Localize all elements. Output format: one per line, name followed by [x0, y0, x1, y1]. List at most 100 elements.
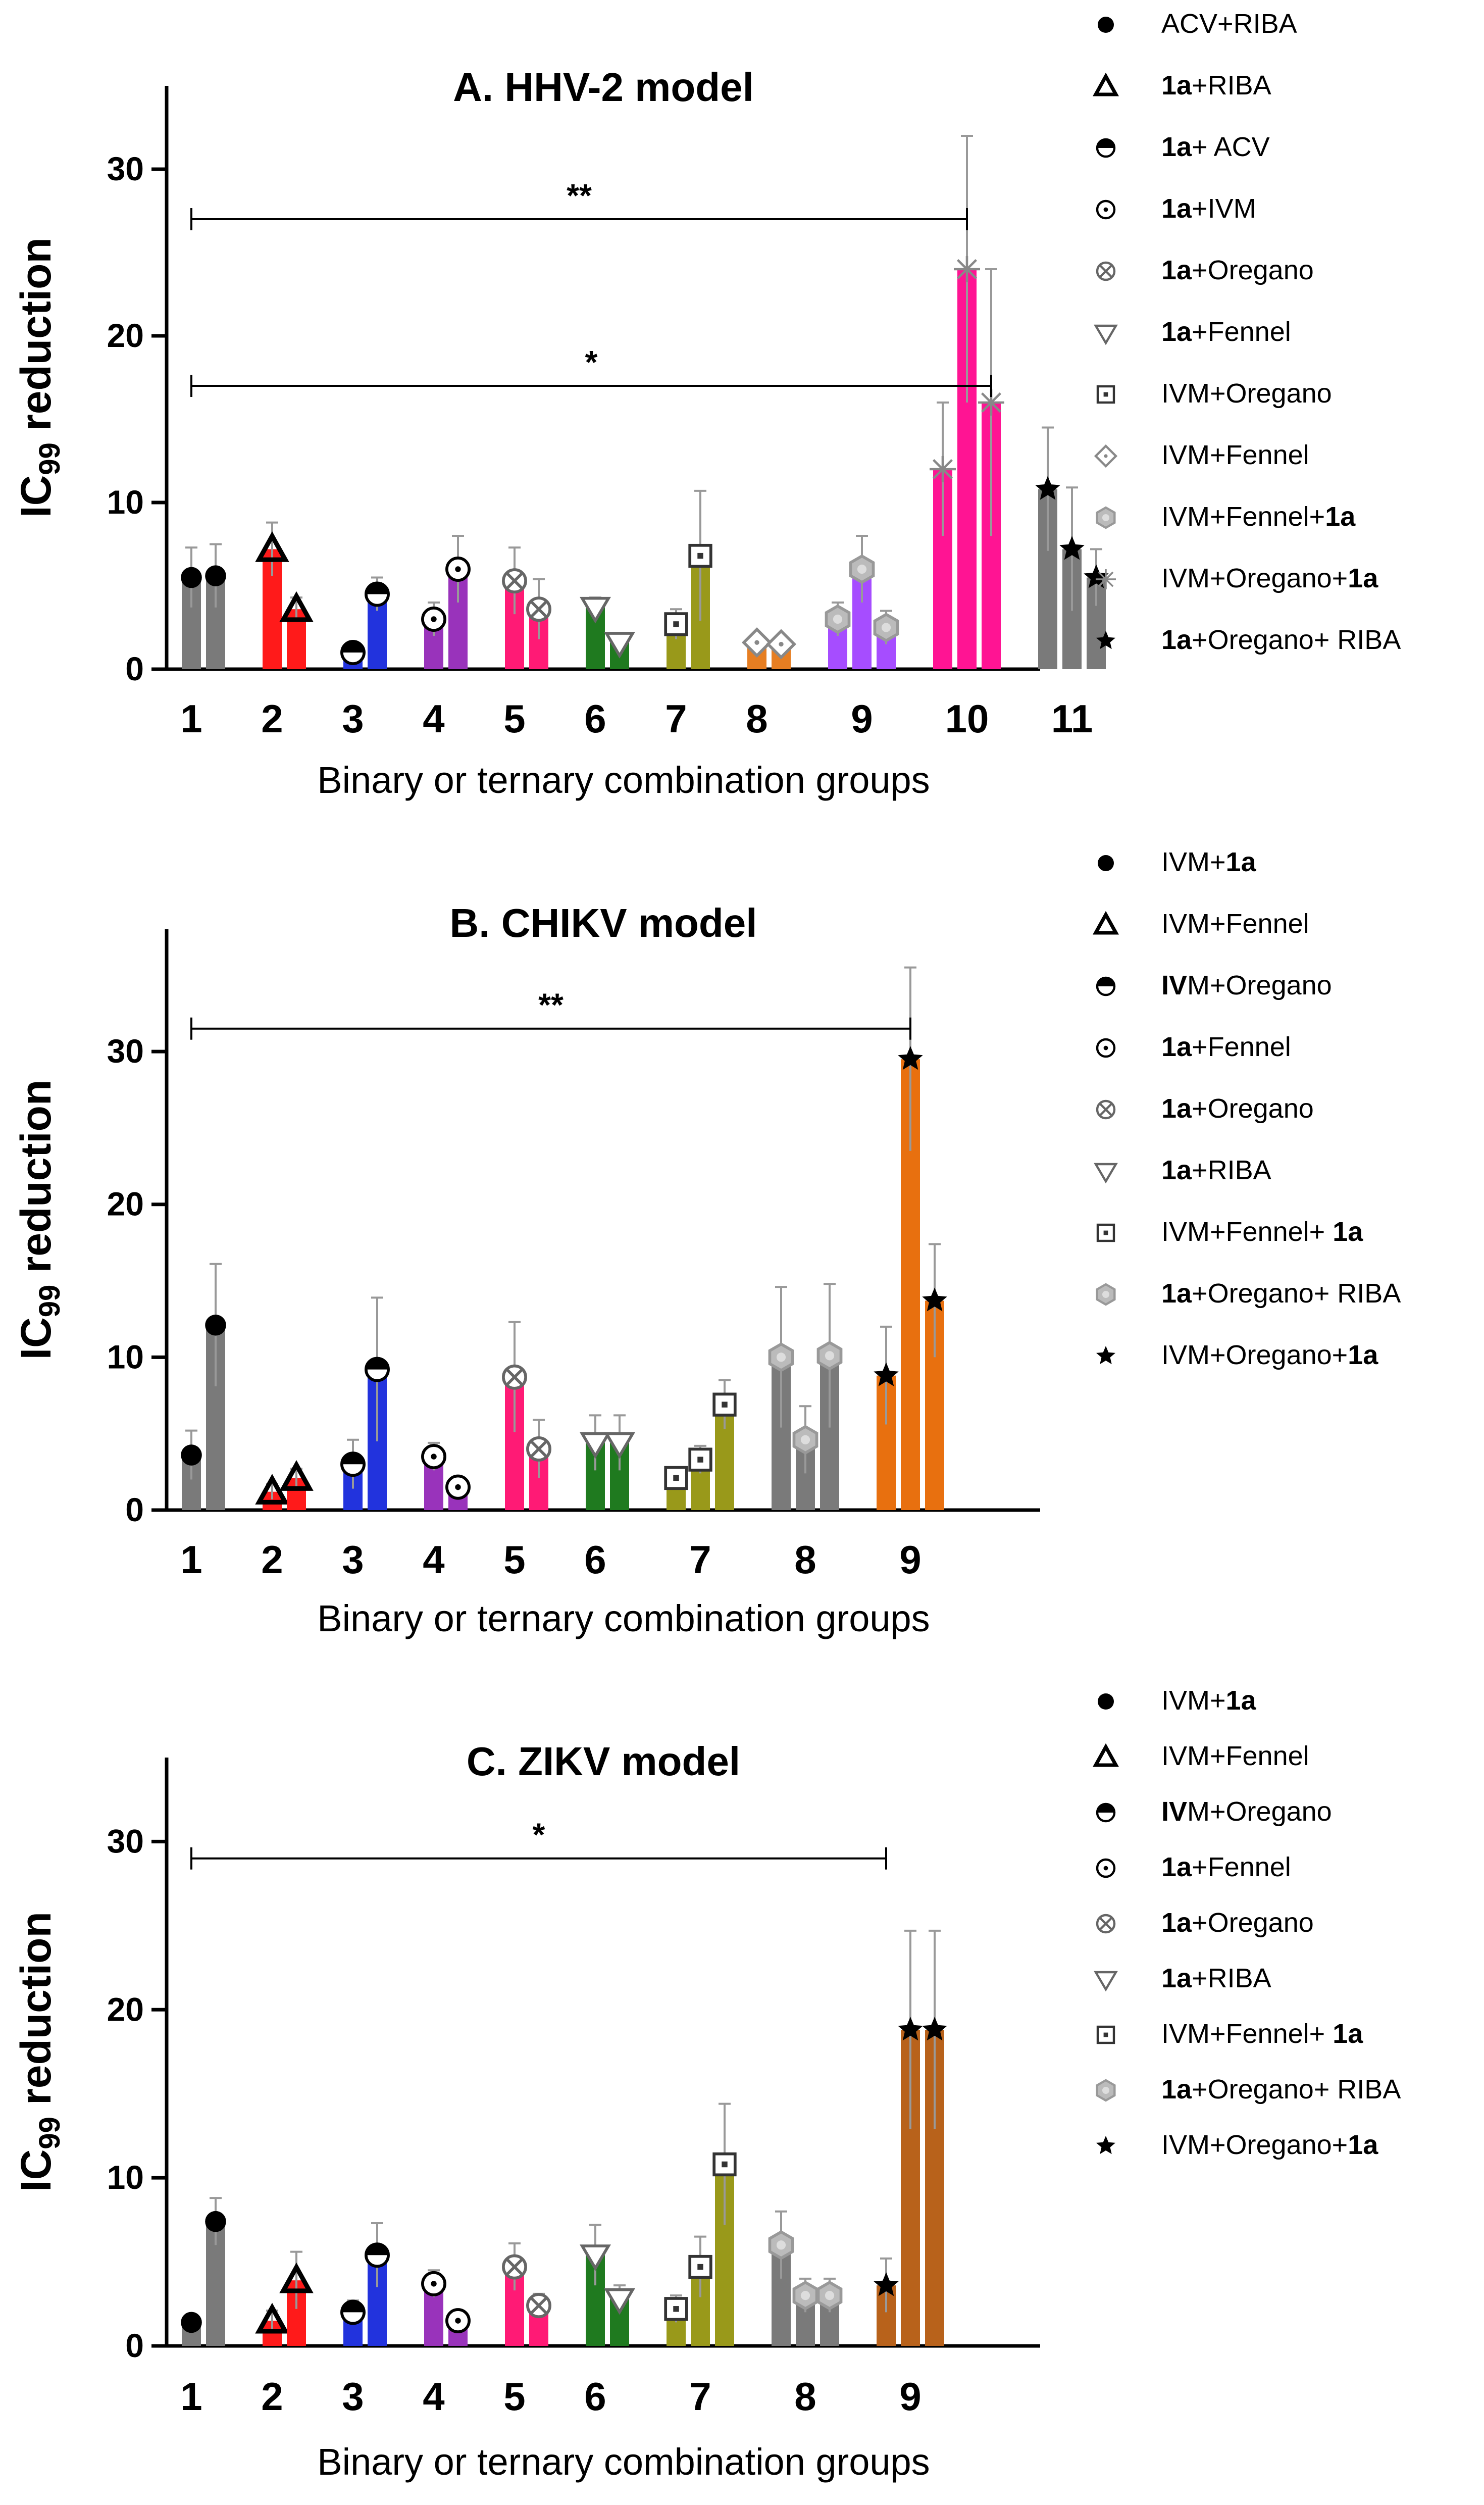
bar-group-8: [741, 627, 797, 669]
x-tick-label: 7: [689, 2374, 711, 2419]
data-point-marker: [873, 613, 899, 642]
y-tick-label: 30: [107, 1032, 144, 1070]
data-point-marker: [579, 1432, 611, 1459]
x-tick-label: 10: [945, 696, 989, 741]
bar-group-7: [664, 489, 712, 669]
legend-label: IVM+Fennel: [1161, 1741, 1309, 1771]
legend-entry: ACV+RIBA: [1098, 9, 1297, 39]
legend: IVM+1a IVM+Fennel IVM+Oregano 1a+Fennel 1a+…: [1093, 847, 1401, 1370]
legend-label: 1a+Fennel: [1161, 1032, 1291, 1062]
legend-label: IVM+Fennel: [1161, 440, 1309, 470]
data-point-marker: [340, 1451, 366, 1477]
data-point-marker: [445, 1474, 471, 1500]
data-point-marker: [502, 1364, 527, 1390]
legend-entry: 1a+Oregano+ RIBA: [1096, 625, 1401, 655]
y-axis-label: IC99 reduction: [12, 1080, 66, 1360]
legend-marker-icon: [1096, 199, 1116, 220]
data-point-marker: [445, 557, 471, 582]
significance-label: **: [567, 177, 592, 214]
legend-marker-icon: [1096, 261, 1116, 281]
x-tick-label: 7: [665, 696, 687, 741]
legend-entry: 1a+RIBA: [1094, 1155, 1271, 1185]
data-point-marker: [712, 2152, 737, 2177]
legend-entry: 1a+Oregano: [1096, 1908, 1314, 1938]
legend-marker-icon: [1096, 138, 1116, 158]
data-point-marker: [340, 2299, 366, 2325]
legend-label: IVM+Fennel+1a: [1161, 502, 1356, 532]
y-tick-label: 0: [125, 650, 144, 687]
significance-label: *: [533, 1817, 545, 1853]
legend-label: IVM+Oregano: [1161, 970, 1332, 1000]
legend-entry: IVM+1a: [1098, 847, 1257, 877]
data-point-marker: [874, 1362, 899, 1386]
data-point-marker: [365, 1357, 390, 1382]
legend-entry: IVM+Fennel: [1093, 909, 1309, 939]
data-point-marker: [421, 607, 446, 632]
panel-a-hhv2: A. HHV-2 model IC99 reduction Binary or te…: [12, 9, 1401, 801]
data-point-marker: [1059, 536, 1085, 560]
legend-entry: 1a+Oregano+ RIBA: [1096, 2074, 1401, 2105]
bar-group-1: [181, 543, 226, 669]
legend-marker-icon: [1096, 976, 1116, 996]
data-point-marker: [898, 1046, 923, 1070]
data-point-marker: [445, 2308, 471, 2334]
x-tick-label: 1: [180, 696, 202, 741]
legend-marker-icon: [1096, 506, 1116, 529]
x-tick-label: 4: [423, 696, 444, 741]
significance-label: **: [538, 987, 564, 1023]
legend-label: IVM+1a: [1161, 847, 1257, 877]
x-tick-label: 9: [899, 2374, 921, 2419]
data-point-marker: [1035, 476, 1060, 500]
y-axis-label: IC99 reduction: [12, 1912, 66, 2192]
legend-entry: 1a+RIBA: [1093, 70, 1271, 101]
legend-marker-icon: [1098, 1693, 1114, 1710]
legend-entry: 1a+RIBA: [1094, 1963, 1271, 1993]
legend-label: 1a+IVM: [1161, 193, 1256, 224]
legend-marker-icon: [1098, 855, 1114, 871]
data-point-marker: [205, 1315, 226, 1336]
x-tick-label: 8: [746, 696, 767, 741]
chart-title: C. ZIKV model: [467, 1739, 740, 1784]
x-axis-label: Binary or ternary combination groups: [317, 2441, 930, 2483]
legend-label: 1a+Fennel: [1161, 1852, 1291, 1882]
data-point-marker: [502, 568, 527, 594]
x-tick-label: 2: [261, 2374, 283, 2419]
data-point-marker: [181, 1444, 202, 1466]
bar-group-9: [825, 535, 899, 669]
data-point-marker: [579, 596, 611, 624]
significance-bracket: *: [190, 1817, 887, 1870]
legend-marker-icon: [1096, 1223, 1115, 1242]
data-point-marker: [825, 604, 851, 634]
legend-entry: 1a+IVM: [1096, 193, 1256, 224]
bar-group-7: [664, 2102, 737, 2346]
legend-label: IVM+1a: [1161, 1685, 1257, 1716]
chart-title: B. CHIKV model: [450, 900, 757, 945]
legend-label: 1a+Oregano+ RIBA: [1161, 625, 1401, 655]
data-point-marker: [603, 2288, 636, 2315]
bar-group-6: [579, 596, 636, 669]
data-point-marker: [421, 1444, 446, 1470]
legend-entry: IVM+Oregano+1a: [1096, 1340, 1378, 1370]
legend-marker-icon: [1093, 72, 1119, 96]
legend-entry: IVM+Oregano: [1096, 1796, 1332, 1827]
x-tick-label: 9: [851, 696, 873, 741]
y-tick-label: 0: [125, 1491, 144, 1528]
data-point-marker: [181, 2312, 202, 2333]
data-point-marker: [874, 2272, 899, 2296]
legend-entry: IVM+1a: [1098, 1685, 1257, 1716]
bar-group-5: [502, 1321, 551, 1510]
legend-entry: IVM+Fennel+1a: [1096, 502, 1356, 532]
data-point-marker: [664, 2297, 688, 2321]
legend: IVM+1a IVM+Fennel IVM+Oregano 1a+Fennel 1a+…: [1093, 1685, 1401, 2160]
legend-label: IVM+Fennel: [1161, 909, 1309, 939]
bar-group-9: [874, 1929, 947, 2346]
bar-group-4: [421, 2269, 471, 2346]
data-point-marker: [792, 1425, 818, 1455]
x-tick-label: 3: [342, 696, 364, 741]
chart-title: A. HHV-2 model: [453, 65, 754, 110]
legend-entry: IVM+Fennel+ 1a: [1096, 2019, 1363, 2049]
data-point-marker: [768, 1342, 794, 1372]
data-point-marker: [255, 531, 289, 562]
x-tick-label: 11: [1051, 696, 1093, 741]
